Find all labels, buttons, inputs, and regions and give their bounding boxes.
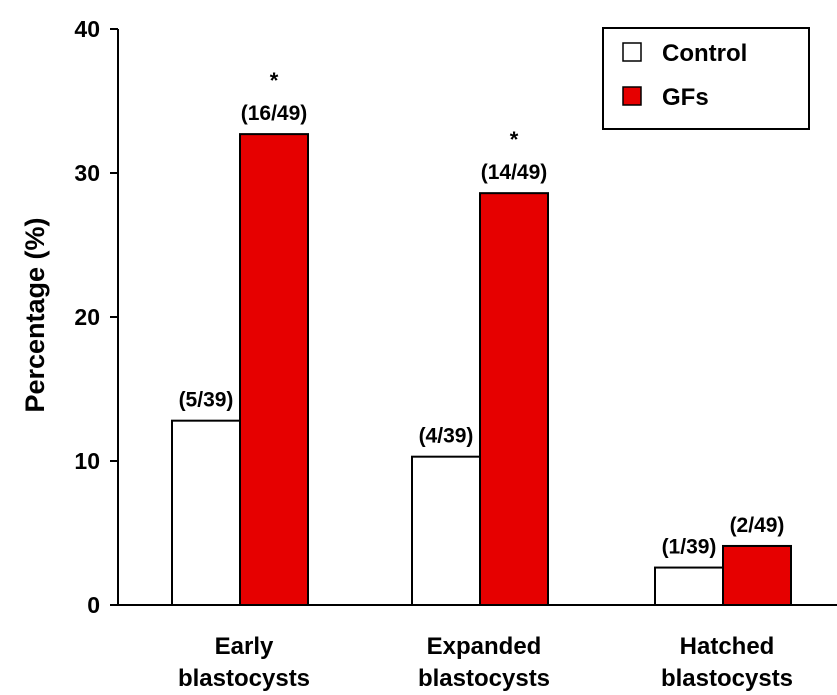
legend-label-gfs: GFs (662, 84, 709, 111)
y-tick-label: 30 (74, 160, 100, 186)
data-labels: (5/39) (16/49) * (4/39) (14/49) * (1/39) (2/49) (179, 68, 785, 558)
category-label: Hatched blastocysts (661, 633, 793, 692)
data-label: (1/39) (662, 536, 717, 559)
data-label: (4/39) (419, 425, 474, 448)
data-label: (5/39) (179, 389, 234, 412)
legend-label-control: Control (662, 40, 747, 67)
significance-star: * (510, 127, 519, 152)
bar-control-2 (411, 455, 481, 606)
bar-gfs-3 (722, 544, 792, 607)
category-label: Expanded blastocysts (418, 633, 550, 692)
category-labels: Early blastocysts Expanded blastocysts Hatch… (178, 633, 793, 692)
y-tick-label: 20 (74, 304, 100, 330)
bars (171, 133, 792, 607)
category-label: Early blastocysts (178, 633, 310, 692)
bar-gfs-2 (479, 192, 549, 606)
significance-star: * (270, 68, 279, 93)
legend-swatch-gfs (622, 86, 642, 106)
data-label: (14/49) (481, 161, 548, 184)
legend: Control GFs (602, 27, 810, 130)
bar-control-3 (654, 566, 724, 606)
bar-control-1 (171, 419, 241, 606)
y-axis-label: Percentage (%) (20, 217, 50, 412)
bar-gfs-1 (239, 133, 309, 606)
y-tick-label: 10 (74, 448, 100, 474)
legend-swatch-control (622, 42, 642, 62)
y-tick-label: 0 (87, 592, 100, 618)
data-label: (16/49) (241, 102, 308, 125)
data-label: (2/49) (730, 514, 785, 537)
y-tick-label: 40 (74, 16, 100, 42)
